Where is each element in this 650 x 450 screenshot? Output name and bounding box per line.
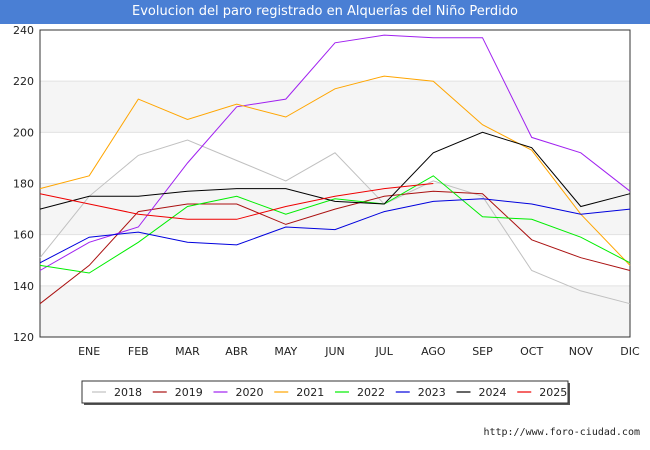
legend-label-2022: 2022 <box>357 386 385 399</box>
x-tick-label: SEP <box>472 345 493 358</box>
chart-title: Evolucion del paro registrado en Alquerí… <box>0 0 650 24</box>
legend-label-2023: 2023 <box>418 386 446 399</box>
series-line-2025 <box>39 183 434 220</box>
series-line-2018 <box>39 139 631 305</box>
grid-band <box>40 234 630 286</box>
series-line-2019 <box>39 190 631 305</box>
series-line-2024 <box>39 131 631 210</box>
series-line-2020 <box>39 34 631 271</box>
y-tick-label: 140 <box>13 280 34 293</box>
legend-box <box>81 380 569 404</box>
series-lines <box>39 34 631 305</box>
grid-band <box>40 81 630 133</box>
y-tick-label: 220 <box>13 75 34 88</box>
x-tick-label: MAR <box>175 345 200 358</box>
plot-frame <box>39 29 631 338</box>
legend-label-2021: 2021 <box>296 386 324 399</box>
x-tick-label: ABR <box>225 345 248 358</box>
x-tick-label: DIC <box>620 345 640 358</box>
grid-bands <box>40 30 630 337</box>
x-tick-label: MAY <box>274 345 297 358</box>
x-tick-label: JUL <box>374 345 393 358</box>
y-tick-label: 200 <box>13 126 34 139</box>
x-tick-label: OCT <box>520 345 543 358</box>
y-axis-ticks: 120 140 160 180 200 220 240 <box>13 24 34 344</box>
legend-label-2018: 2018 <box>114 386 142 399</box>
legend: 2018 2019 2020 2021 2022 2023 2024 2025 <box>81 380 570 405</box>
y-tick-label: 240 <box>13 24 34 37</box>
grid-band <box>40 285 630 337</box>
y-tick-label: 160 <box>13 229 34 242</box>
series-line-2023 <box>39 198 631 264</box>
x-tick-label: JUN <box>324 345 345 358</box>
x-tick-label: NOV <box>569 345 594 358</box>
x-tick-label: ENE <box>78 345 100 358</box>
legend-label-2020: 2020 <box>236 386 264 399</box>
y-tick-label: 180 <box>13 178 34 191</box>
source-url[interactable]: http://www.foro-ciudad.com <box>483 427 640 438</box>
series-line-2022 <box>39 175 631 274</box>
legend-label-2025: 2025 <box>539 386 567 399</box>
x-tick-label: FEB <box>128 345 149 358</box>
legend-label-2024: 2024 <box>479 386 507 399</box>
grid-band <box>40 132 630 184</box>
x-tick-label: AGO <box>421 345 446 358</box>
legend-label-2019: 2019 <box>175 386 203 399</box>
y-tick-label: 120 <box>13 331 34 344</box>
grid-band <box>40 30 630 82</box>
x-axis-ticks: ENE FEB MAR ABR MAY JUN JUL AGO SEP OCT NOV DIC <box>78 345 640 358</box>
series-line-2021 <box>39 75 631 266</box>
